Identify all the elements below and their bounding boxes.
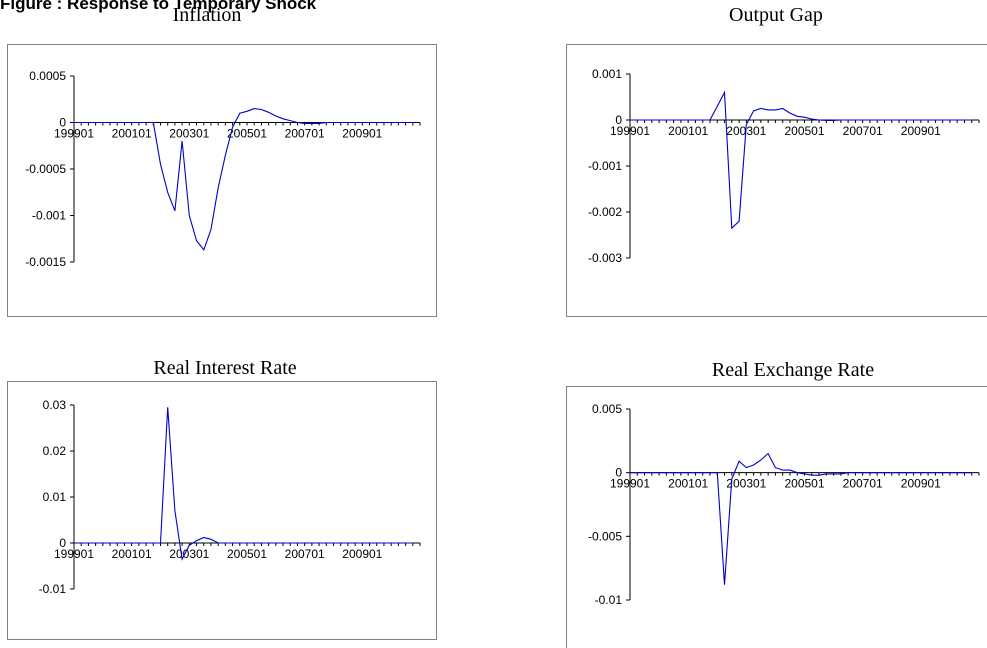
y-tick-label: -0.003 — [588, 251, 622, 265]
x-tick-label: 200101 — [112, 127, 152, 141]
y-tick-label: 0.03 — [43, 398, 67, 412]
x-tick-label: 200101 — [668, 124, 708, 138]
x-tick-label: 200101 — [112, 547, 152, 561]
figure-caption: Figure : Response to Temporary Shock — [0, 0, 317, 13]
x-tick-label: 200901 — [342, 547, 382, 561]
y-tick-label: -0.0005 — [25, 162, 66, 176]
x-tick-label: 200101 — [668, 477, 708, 491]
panel-title-real-interest-rate: Real Interest Rate — [153, 357, 297, 379]
y-tick-label: 0.02 — [43, 444, 67, 458]
x-tick-label: 199901 — [54, 547, 94, 561]
x-tick-label: 200301 — [726, 124, 766, 138]
x-tick-label: 200501 — [784, 477, 824, 491]
x-tick-label: 200901 — [901, 477, 941, 491]
x-tick-label: 200501 — [227, 547, 267, 561]
y-tick-label: -0.002 — [588, 205, 622, 219]
y-tick-label: -0.01 — [595, 593, 623, 607]
series-line — [74, 108, 413, 252]
x-tick-label: 200501 — [227, 127, 267, 141]
x-tick-label: 200701 — [285, 127, 325, 141]
y-tick-label: 0.001 — [592, 67, 622, 81]
series-line — [74, 407, 413, 561]
y-tick-label: 0.0005 — [29, 69, 66, 83]
x-tick-label: 200701 — [285, 547, 325, 561]
y-tick-label: 0 — [59, 116, 66, 130]
series-line — [630, 452, 972, 585]
panel-frame-inflation — [7, 44, 437, 317]
panel-frame-real-exchange-rate — [566, 386, 987, 648]
x-tick-label: 200301 — [169, 547, 209, 561]
panel-title-output-gap: Output Gap — [729, 4, 823, 26]
x-tick-label: 200301 — [169, 127, 209, 141]
y-tick-label: 0 — [615, 113, 622, 127]
x-tick-label: 200701 — [843, 477, 883, 491]
x-tick-label: 200901 — [901, 124, 941, 138]
panel-frame-real-interest-rate — [7, 381, 437, 640]
x-tick-label: 199901 — [610, 124, 650, 138]
y-tick-label: 0.005 — [592, 402, 622, 416]
x-tick-label: 200301 — [726, 477, 766, 491]
x-tick-label: 200901 — [342, 127, 382, 141]
x-tick-label: 199901 — [54, 127, 94, 141]
x-tick-label: 200701 — [843, 124, 883, 138]
y-tick-label: -0.001 — [588, 159, 622, 173]
series-line — [630, 90, 972, 230]
y-tick-label: -0.001 — [32, 209, 66, 223]
x-tick-label: 199901 — [610, 477, 650, 491]
panel-title-real-exchange-rate: Real Exchange Rate — [711, 359, 875, 381]
y-tick-label: 0 — [59, 536, 66, 550]
panel-frame-output-gap — [566, 44, 987, 317]
y-tick-label: -0.005 — [588, 529, 622, 543]
panel-title-inflation: Inflation — [172, 4, 242, 26]
y-tick-label: -0.01 — [39, 582, 67, 596]
x-tick-label: 200501 — [784, 124, 824, 138]
y-tick-label: -0.0015 — [25, 255, 66, 269]
y-tick-label: 0.01 — [43, 490, 67, 504]
y-tick-label: 0 — [615, 466, 622, 480]
